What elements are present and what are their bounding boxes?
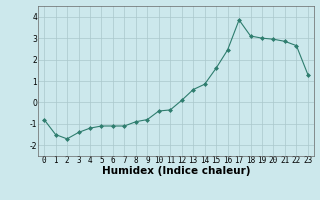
X-axis label: Humidex (Indice chaleur): Humidex (Indice chaleur) <box>102 166 250 176</box>
